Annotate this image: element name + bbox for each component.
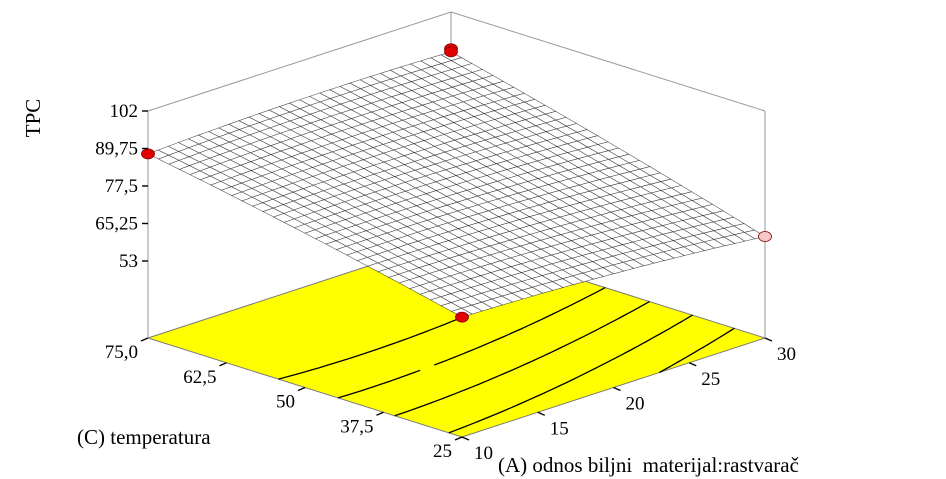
y-tick-mark xyxy=(454,436,463,441)
y-tick-label: 25 xyxy=(433,441,452,462)
design-point xyxy=(444,46,458,58)
x-tick-label: 20 xyxy=(626,394,645,415)
z-axis-ticks: 53 65,25 77,5 89,75 102 xyxy=(95,101,148,272)
x-tick-label: 25 xyxy=(701,369,720,390)
y-axis-title: (C) temperatura xyxy=(77,425,211,449)
y-axis-ticks: 25 37,5 50 62,5 75,0 xyxy=(105,337,463,462)
x-tick-mark xyxy=(688,362,697,367)
design-point xyxy=(455,311,469,323)
z-tick-label: 89,75 xyxy=(95,139,138,160)
x-tick-mark xyxy=(764,337,773,342)
contour-line xyxy=(448,314,693,434)
z-tick-label: 77,5 xyxy=(105,176,138,197)
contour-line xyxy=(659,327,735,374)
y-tick-mark xyxy=(140,337,149,342)
design-point xyxy=(758,231,772,242)
x-axis-title: (A) odnos biljni materijal:rastvarač xyxy=(498,453,799,477)
x-tick-label: 10 xyxy=(474,443,493,464)
y-tick-mark xyxy=(297,386,306,392)
contour-line xyxy=(394,301,650,417)
contour-line xyxy=(337,287,606,399)
z-tick-label: 65,25 xyxy=(95,214,138,235)
y-tick-label: 37,5 xyxy=(340,416,373,437)
design-points xyxy=(141,43,772,323)
y-tick-label: 75,0 xyxy=(105,342,138,363)
x-axis-ticks: 10 15 20 25 30 xyxy=(461,337,796,464)
x-tick-mark xyxy=(461,436,470,441)
z-tick-label: 102 xyxy=(110,101,139,122)
y-tick-mark xyxy=(219,362,227,367)
x-tick-label: 30 xyxy=(777,344,796,365)
y-tick-label: 62,5 xyxy=(183,367,216,388)
design-point xyxy=(141,148,155,160)
z-axis-title: TPC xyxy=(21,99,45,138)
response-surface xyxy=(147,51,766,318)
z-tick-label: 53 xyxy=(119,251,138,272)
x-tick-label: 15 xyxy=(550,418,569,439)
x-tick-mark xyxy=(613,386,621,392)
contour-floor xyxy=(146,238,767,438)
frame-edge xyxy=(450,11,766,112)
x-tick-mark xyxy=(537,411,546,416)
y-tick-mark xyxy=(376,411,384,416)
frame-edge xyxy=(147,11,452,112)
y-tick-label: 50 xyxy=(276,392,295,413)
